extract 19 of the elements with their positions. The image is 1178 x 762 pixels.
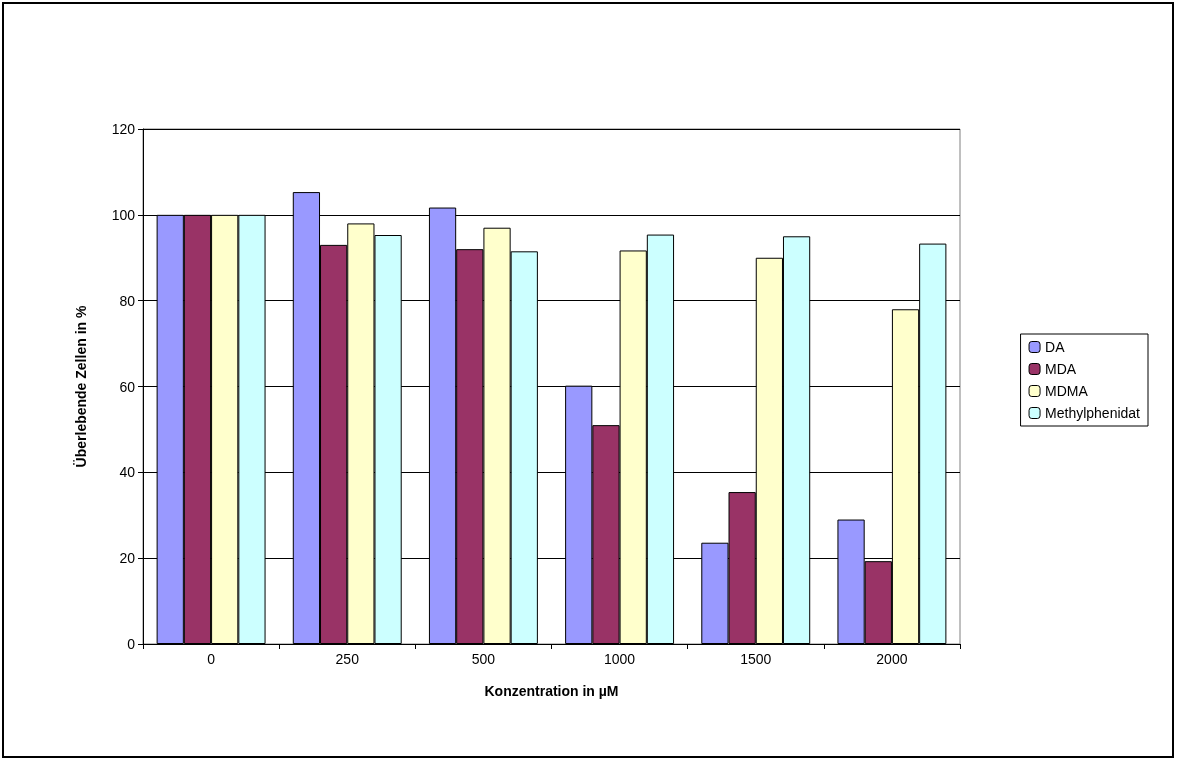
y-tick-label: 0 (127, 636, 136, 652)
y-tick-label: 60 (119, 378, 136, 395)
y-tick-label: 40 (119, 464, 136, 481)
x-axis-title: Konzentration in µM (484, 683, 619, 699)
legend-label: DA (1045, 339, 1066, 355)
legend-label: Methylphenidat (1045, 405, 1141, 421)
x-tick-label: 1000 (604, 651, 636, 667)
x-tick-label: 250 (335, 651, 360, 667)
x-tick-label: 1500 (740, 651, 772, 667)
x-tick-label: 500 (471, 651, 496, 667)
x-tick-label: 0 (207, 651, 216, 667)
y-tick-label: 120 (111, 121, 136, 137)
legend-label: MDA (1045, 361, 1077, 377)
y-tick-label: 100 (111, 206, 136, 223)
y-axis-title: Überlebende Zellen in % (73, 305, 89, 468)
legend-label: MDMA (1045, 383, 1089, 399)
x-tick-label: 2000 (876, 651, 908, 667)
y-tick-label: 20 (119, 550, 136, 567)
y-tick-label: 80 (119, 292, 136, 309)
